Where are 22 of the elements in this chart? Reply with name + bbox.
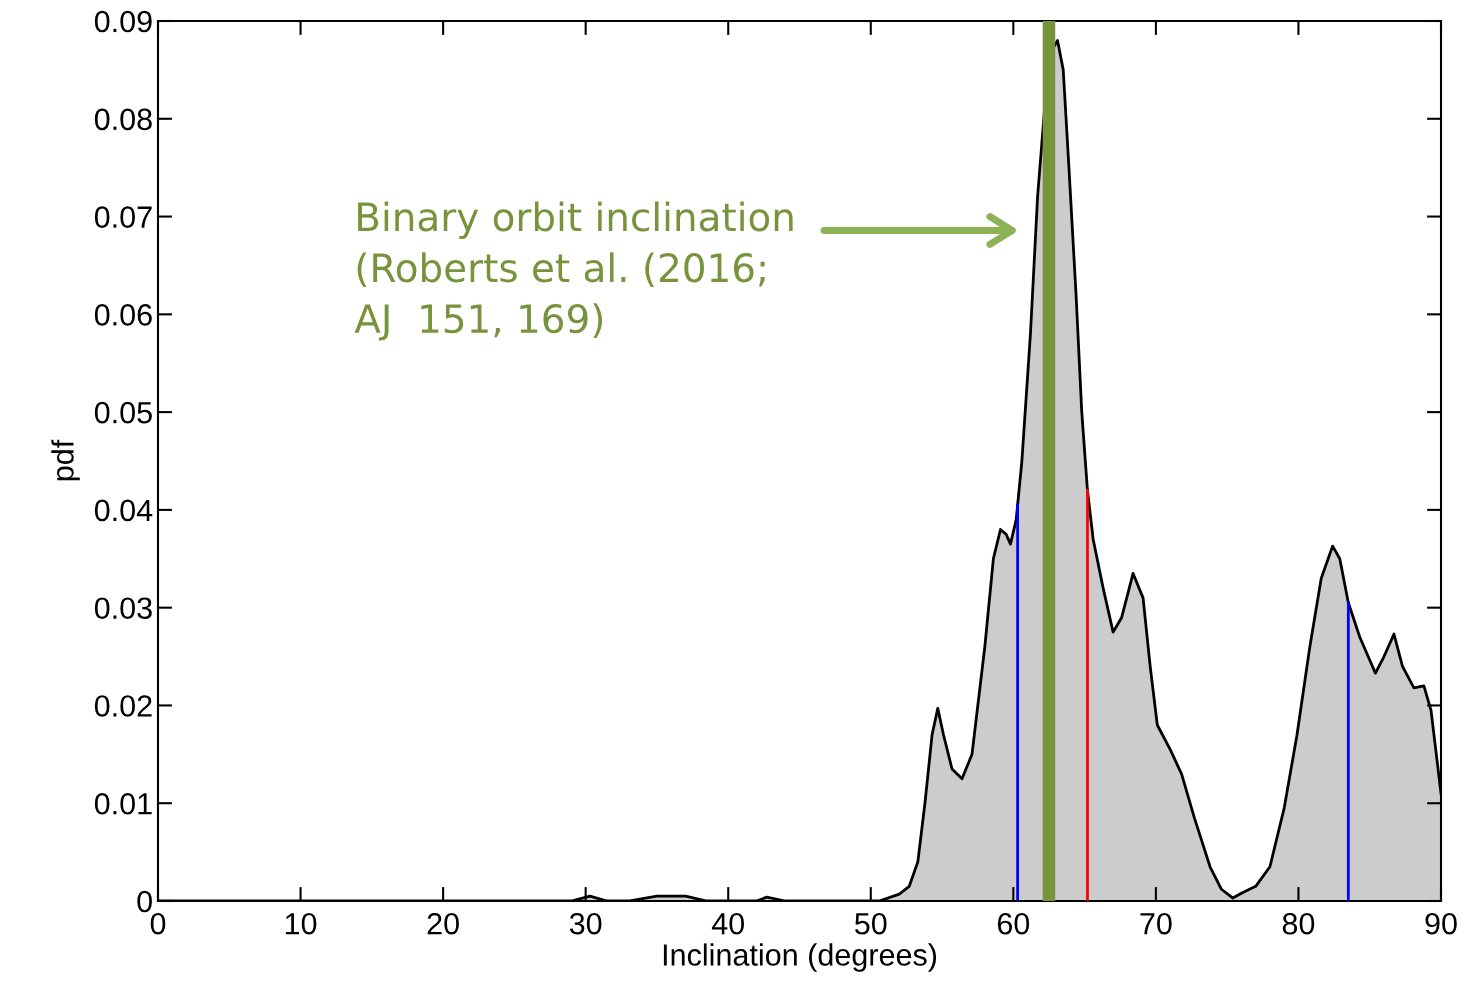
y-tick-label: 0.04 [94, 499, 153, 522]
y-tick-label: 0.05 [94, 401, 152, 424]
x-tick-label: 40 [711, 912, 745, 935]
annotation: Binary orbit inclination (Roberts et al. (2016; AJ 151, 169) [354, 201, 793, 341]
x-tick-label: 90 [1425, 912, 1457, 935]
x-axis-title: Inclination (degrees) [663, 943, 937, 972]
y-tick-label: 0.01 [94, 792, 152, 815]
y-tick-label: 0.03 [94, 597, 152, 620]
y-tick-label: 0.07 [94, 206, 152, 228]
x-tick-label: 50 [855, 912, 887, 935]
x-tick-label: 80 [1282, 912, 1315, 935]
y-tick-label: 0 [137, 890, 152, 913]
x-tick-label: 60 [997, 912, 1030, 935]
x-tick-label: 30 [569, 912, 602, 935]
y-axis-title: pdf [51, 439, 80, 481]
y-tick-label: 0.06 [94, 304, 152, 326]
y-tick-label: 0.08 [94, 108, 152, 131]
x-tick-label: 20 [427, 912, 459, 935]
x-tick-label: 70 [1140, 912, 1172, 935]
y-tick-label: 0.09 [94, 10, 152, 33]
y-tick-label: 0.02 [94, 695, 152, 717]
x-tick-label: 10 [285, 912, 317, 935]
